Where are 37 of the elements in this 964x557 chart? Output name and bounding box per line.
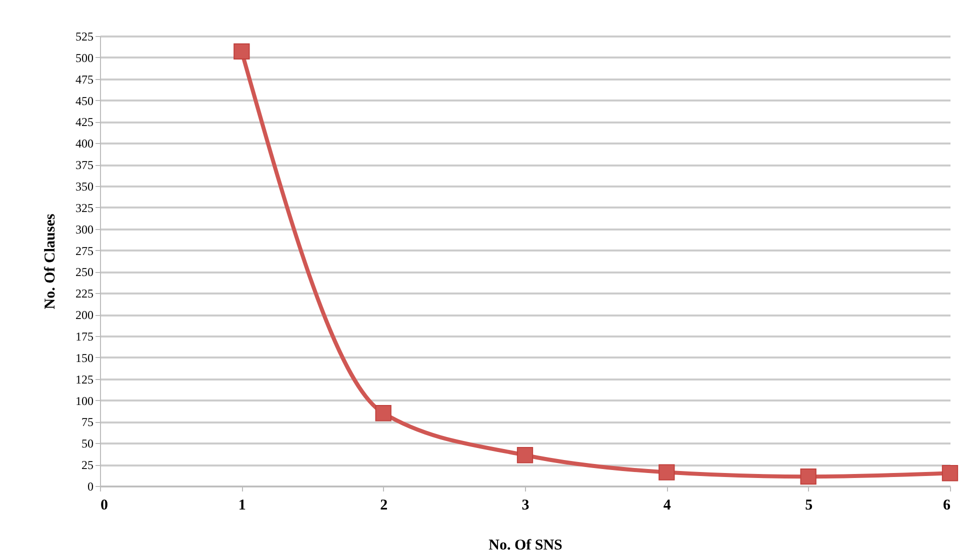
x-axis-title: No. Of SNS [488,538,562,554]
x-tick-label: 3 [522,498,530,514]
x-tick-label: 6 [943,498,951,514]
y-axis-title: No. Of Clauses [42,214,58,310]
x-tick-label: 0 [100,498,108,514]
point [516,447,534,464]
point [375,405,392,422]
y-tick-label: 275 [76,244,94,258]
y-tick-label: 375 [76,158,94,172]
y-tick-label: 400 [76,136,94,151]
y-tick-label: 50 [82,436,94,451]
y-tick-label: 450 [76,94,94,108]
y-tick-label: 325 [76,200,94,215]
y-tick-label: 100 [76,394,94,408]
y-tick-label: 425 [76,115,94,130]
y-tick-label: 500 [76,50,94,65]
y-tick-label: 300 [76,222,94,236]
y-tick-label: 525 [76,30,94,44]
point [800,468,816,485]
point [658,464,675,480]
y-tick-label: 350 [76,180,94,194]
y-tick-label: 475 [76,72,94,86]
x-tick-label: 5 [805,498,813,514]
y-tick-label: 125 [76,372,94,386]
y-tick-label: 250 [76,265,94,280]
x-tick-label: 2 [380,498,388,514]
y-tick-label: 75 [82,415,94,430]
y-tick-label: 25 [82,458,94,472]
point [234,43,250,60]
x-tick-label: 4 [663,498,672,514]
y-tick-label: 225 [76,286,94,301]
y-tick-label: 200 [76,308,94,322]
y-tick-label: 0 [88,480,94,494]
x-tick-label: 1 [238,498,246,514]
y-tick-label: 175 [76,330,94,344]
point [942,465,958,482]
y-tick-label: 150 [76,350,94,365]
